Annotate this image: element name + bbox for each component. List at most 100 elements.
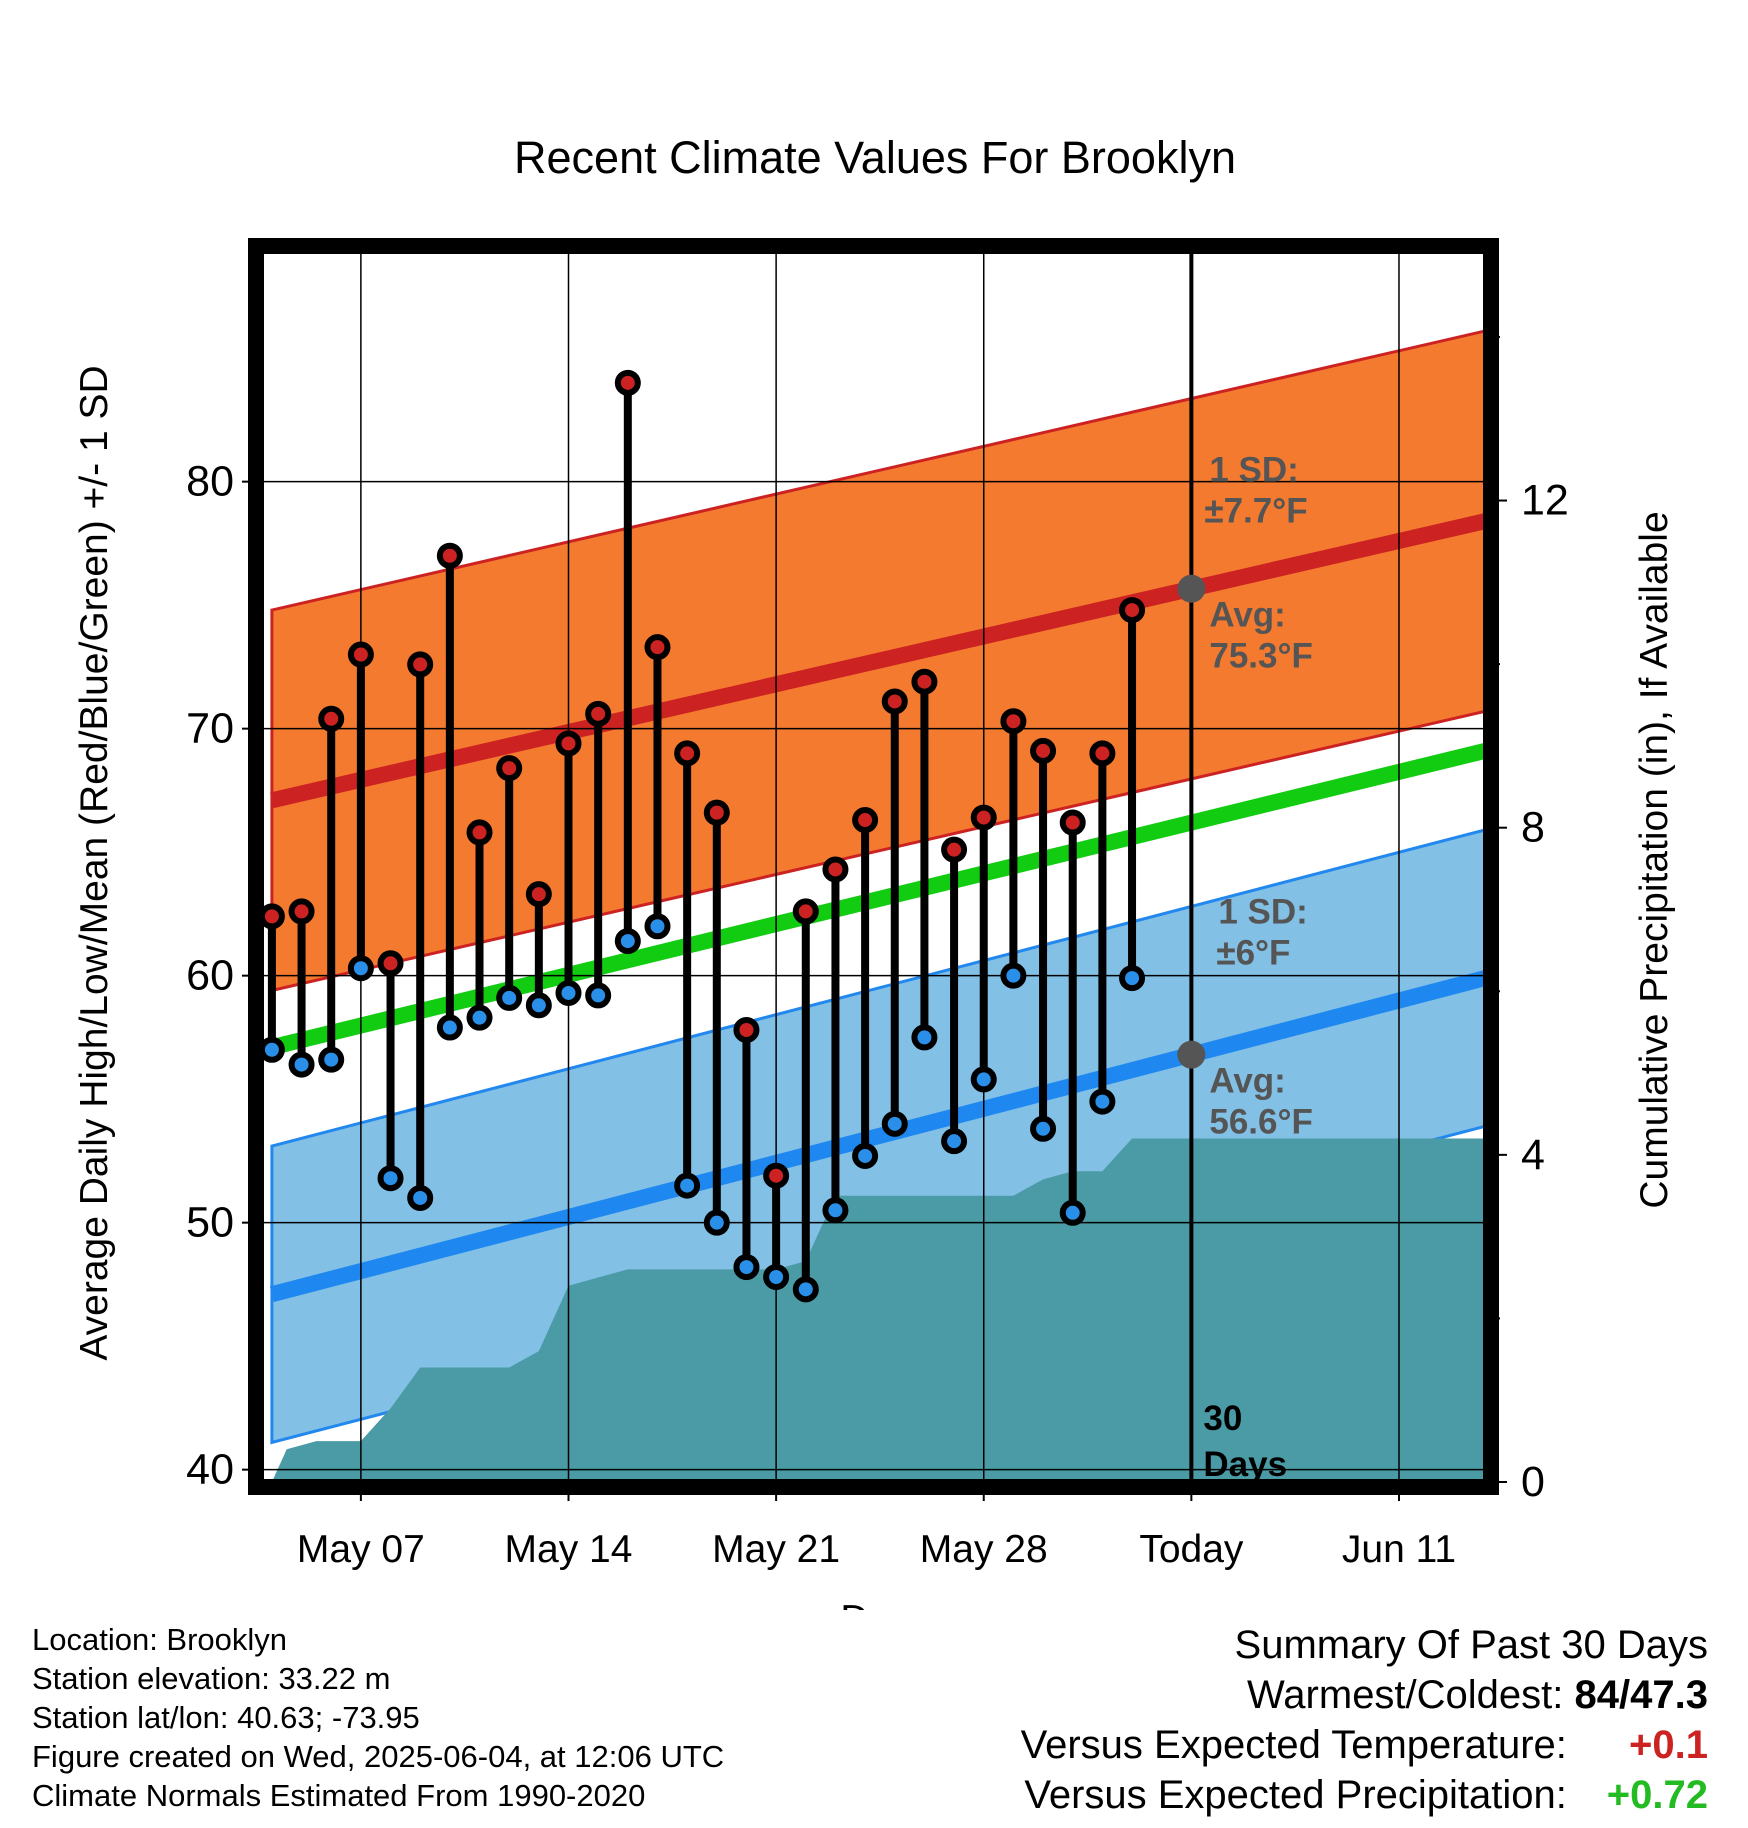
low-temp-point [377, 1165, 404, 1192]
high-temp-point [1119, 597, 1146, 624]
y-tick-label: 60 [186, 952, 234, 1000]
warmest-coldest-value: 84/47.3 [1574, 1673, 1708, 1717]
low-temp-point [614, 928, 641, 955]
low-temp-point [941, 1128, 968, 1155]
low-temp-point [1000, 962, 1027, 989]
low-temp-point [852, 1142, 879, 1169]
y2-tick-label: 4 [1521, 1131, 1545, 1179]
low-temp-point [1119, 965, 1146, 992]
created-text: Figure created on Wed, 2025-06-04, at 12… [32, 1739, 725, 1774]
low-sd-value: ±6°F [1216, 933, 1290, 972]
plot-frame [248, 238, 1499, 1495]
latlon-text: Station lat/lon: 40.63; -73.95 [32, 1700, 420, 1735]
low-temp-point [703, 1209, 730, 1236]
y2-tick-label: 8 [1521, 804, 1545, 852]
low-temp-point [792, 1276, 819, 1303]
precipitation-anomaly-value: +0.72 [1606, 1773, 1708, 1817]
y2-tick-label: 0 [1521, 1458, 1545, 1506]
climate-chart: Recent Climate Values For Brooklyn 1 SD:… [73, 132, 1676, 1610]
high-temp-point [496, 755, 523, 782]
precipitation-anomaly-label: Versus Expected Precipitation: [1024, 1773, 1567, 1817]
low-temp-point [1089, 1088, 1116, 1115]
high-temp-point [1000, 708, 1027, 735]
x-tick-label: Today [1139, 1528, 1244, 1571]
x-axis-label: Day [840, 1598, 910, 1610]
low-temp-point [407, 1184, 434, 1211]
high-temp-point [703, 799, 730, 826]
high-temp-point [436, 542, 463, 569]
low-temp-point [822, 1197, 849, 1224]
low-temp-point [881, 1110, 908, 1137]
high-sd-value: ±7.7°F [1204, 492, 1307, 531]
low-temp-point [911, 1024, 938, 1051]
y-tick-label: 80 [186, 458, 234, 506]
low-temp-point [644, 913, 671, 940]
warmest-coldest-row: Warmest/Coldest: 84/47.3 [1021, 1670, 1708, 1720]
high-temp-point [763, 1162, 790, 1189]
high-temp-point [1030, 737, 1057, 764]
high-temp-point [792, 898, 819, 925]
high-avg-value: 75.3°F [1209, 637, 1313, 676]
y-tick-label: 70 [186, 705, 234, 753]
x-tick-label: May 14 [505, 1528, 633, 1571]
high-temp-point [881, 688, 908, 715]
station-info: Location: Brooklyn Station elevation: 33… [32, 1620, 724, 1815]
chart-title: Recent Climate Values For Brooklyn [514, 132, 1236, 183]
high-temp-point [852, 807, 879, 834]
low-average-line [269, 970, 1485, 1303]
y2-axis-label: Cumulative Precipitation (in), If Availa… [1633, 511, 1676, 1208]
high-temp-point [258, 903, 285, 930]
low-temp-point [674, 1172, 701, 1199]
high-temp-point [1089, 740, 1116, 767]
high-temp-point [911, 668, 938, 695]
low-temp-point [347, 955, 374, 982]
low-sd-label: 1 SD: [1218, 892, 1307, 931]
precipitation-area [271, 1138, 1485, 1482]
location-text: Location: Brooklyn [32, 1622, 288, 1657]
x-tick-label: May 21 [712, 1528, 840, 1571]
summary-heading: Summary Of Past 30 Days [1234, 1623, 1708, 1667]
high-temp-point [407, 651, 434, 678]
precipitation-anomaly-row: Versus Expected Precipitation: +0.72 [1021, 1770, 1708, 1820]
high-temp-point [674, 740, 701, 767]
high-temp-point [347, 641, 374, 668]
warmest-coldest-label: Warmest/Coldest: [1247, 1673, 1564, 1717]
high-temp-point [555, 730, 582, 757]
high-temp-point [733, 1016, 760, 1043]
high-temp-point [525, 881, 552, 908]
y-tick-label: 40 [186, 1446, 234, 1494]
high-temp-point [288, 898, 315, 925]
y-tick-label: 50 [186, 1199, 234, 1247]
low-temp-point [555, 979, 582, 1006]
low-temp-point [763, 1263, 790, 1290]
low-temp-point [1059, 1199, 1086, 1226]
high-temp-point [1059, 809, 1086, 836]
high-temp-point [614, 369, 641, 396]
plot-area [263, 247, 1485, 1482]
normals-text: Climate Normals Estimated From 1990-2020 [32, 1778, 646, 1813]
low-temp-point [585, 982, 612, 1009]
high-temp-point [466, 819, 493, 846]
low-avg-label: Avg: [1209, 1062, 1285, 1101]
high-temp-point [941, 836, 968, 863]
low-temp-point [525, 992, 552, 1019]
low-avg-value: 56.6°F [1209, 1103, 1313, 1142]
low-temp-point [288, 1051, 315, 1078]
temperature-anomaly-row: Versus Expected Temperature: +0.1 [1021, 1720, 1708, 1770]
temperature-anomaly-value: +0.1 [1629, 1723, 1708, 1767]
high-temp-point [585, 700, 612, 727]
high-temp-point [377, 950, 404, 977]
low-temp-point [1030, 1115, 1057, 1142]
low-temp-point [496, 984, 523, 1011]
x-tick-label: May 28 [920, 1528, 1048, 1571]
high-temp-point [318, 705, 345, 732]
low-temp-point [436, 1014, 463, 1041]
x-tick-label: Jun 11 [1342, 1528, 1456, 1571]
low-temp-point [970, 1066, 997, 1093]
high-temp-point [822, 856, 849, 883]
high-average-line [270, 513, 1485, 809]
mean-average-line [269, 743, 1485, 1056]
low-temp-point [318, 1046, 345, 1073]
low-temp-point [733, 1254, 760, 1281]
days-count-number: 30 [1203, 1399, 1242, 1438]
